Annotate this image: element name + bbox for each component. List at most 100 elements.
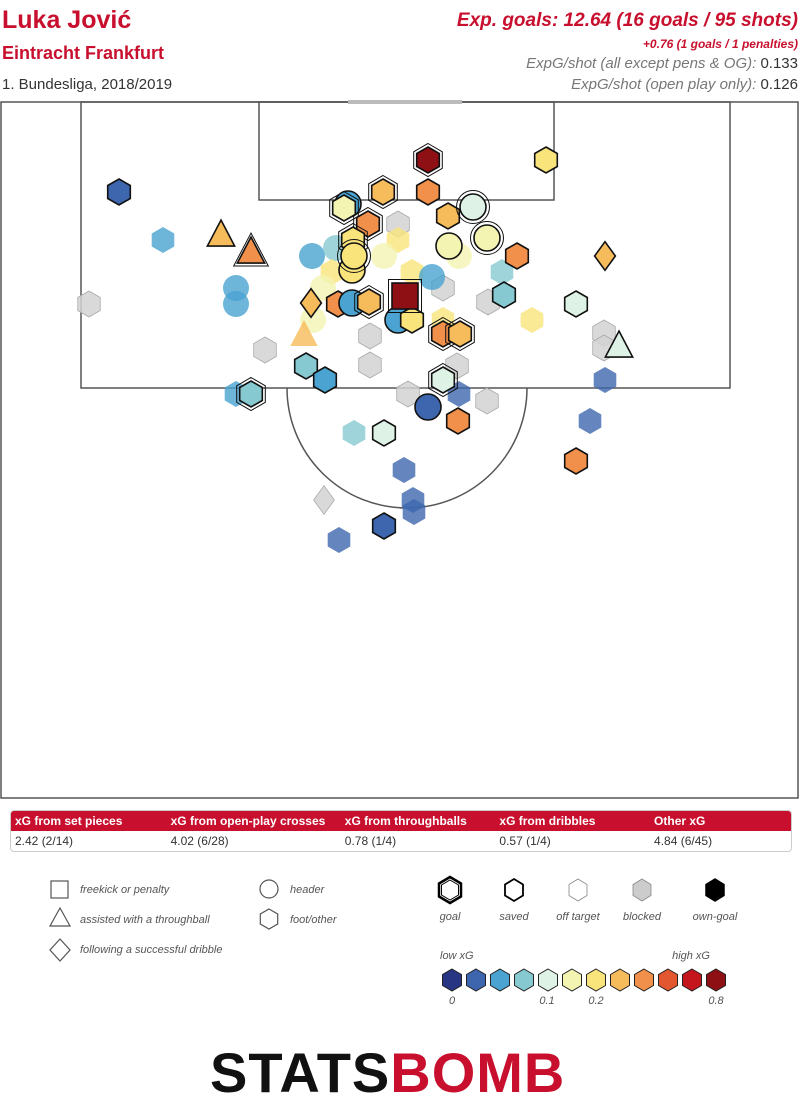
goal-ring (236, 376, 266, 412)
shot-marker (428, 362, 458, 398)
shot-marker-shape (563, 290, 589, 318)
legend-goal: goal (440, 911, 461, 923)
shot-marker (435, 202, 461, 230)
shot-marker-shape (459, 193, 487, 221)
shot-marker (327, 527, 351, 553)
shot-marker (358, 322, 382, 350)
legend-dribble: following a successful dribble (80, 944, 222, 956)
shot-marker-shape (392, 457, 416, 483)
player-name: Luka Jović (2, 6, 132, 34)
shot-marker (371, 512, 397, 540)
saved-outcome-icon (504, 877, 524, 903)
off-target-outcome-icon (568, 878, 588, 902)
legend-blocked: blocked (623, 911, 662, 923)
shots-layer (77, 142, 634, 553)
goal-ring (413, 142, 443, 178)
own-goal-outcome-icon (705, 878, 725, 902)
shot-marker-shape (504, 242, 530, 270)
shot-marker-shape (290, 320, 318, 347)
goal-ring (337, 239, 371, 273)
scale-swatch (586, 968, 606, 992)
shot-marker-shape (331, 194, 357, 222)
scale-swatch (514, 968, 534, 992)
xg-per-shot-open-value: 0.126 (760, 76, 798, 93)
goal-ring (368, 174, 398, 210)
shot-marker (413, 142, 443, 178)
shot-marker (475, 387, 499, 415)
shot-marker (533, 146, 559, 174)
shot-marker-shape (299, 243, 325, 269)
shot-marker (392, 457, 416, 483)
shot-marker-shape (106, 178, 132, 206)
shot-marker (151, 227, 175, 253)
shot-marker (299, 243, 325, 269)
shot-marker (456, 190, 490, 224)
xg-per-shot-all: ExpG/shot (all except pens & OG): 0.133 (526, 55, 798, 72)
diamond-icon (49, 938, 71, 962)
goal-ring (388, 279, 422, 313)
shot-marker-shape (358, 351, 382, 379)
value-dribbles: 0.57 (1/4) (499, 834, 551, 848)
xg-per-shot-all-value: 0.133 (760, 55, 798, 72)
shot-marker (206, 218, 236, 247)
shot-marker (312, 366, 338, 394)
shot-marker-shape (402, 499, 426, 525)
legend-low-xg: low xG (440, 950, 474, 962)
xg-breakdown-table: xG from set pieces xG from open-play cro… (10, 810, 792, 852)
shot-marker (578, 408, 602, 434)
shot-marker-shape (533, 146, 559, 174)
shot-marker (77, 290, 101, 318)
shot-marker (520, 307, 544, 333)
triangle-icon (48, 906, 72, 927)
shot-marker-shape (491, 281, 517, 309)
shot-marker (491, 281, 517, 309)
pitch-boundary (0, 101, 799, 799)
shot-marker (445, 407, 471, 435)
shot-marker-shape (396, 380, 420, 408)
legend-foot: foot/other (290, 914, 338, 926)
shot-marker (415, 178, 441, 206)
shot-marker-shape (391, 282, 419, 310)
shot-marker-shape (578, 408, 602, 434)
logo-stats: STATS (210, 1041, 391, 1104)
shot-marker-shape (445, 407, 471, 435)
shot-marker-shape (310, 275, 336, 301)
shot-marker-shape (293, 352, 319, 380)
shot-marker (337, 239, 371, 273)
shot-marker-shape (473, 224, 501, 252)
shot-marker (299, 287, 323, 319)
shot-marker (371, 243, 397, 269)
xg-per-shot-open-label: ExpG/shot (open play only): (571, 76, 757, 93)
shot-marker-shape (342, 420, 366, 446)
shot-marker (368, 174, 398, 210)
goal-ring (456, 190, 490, 224)
shot-marker (490, 259, 514, 285)
shot-marker-shape (399, 306, 425, 334)
legend-high-xg: high xG (672, 950, 710, 962)
shot-marker (371, 419, 397, 447)
legend-header: header (290, 884, 326, 896)
legend-freekick: freekick or penalty (80, 884, 171, 896)
shot-marker (593, 240, 617, 272)
scale-swatch (706, 968, 726, 992)
shot-marker-shape (312, 366, 338, 394)
blocked-outcome-icon (632, 878, 652, 902)
shot-marker-shape (415, 146, 441, 174)
scale-swatch (658, 968, 678, 992)
shot-marker (388, 279, 422, 313)
legend-shapes (48, 879, 279, 962)
shot-marker-shape (370, 178, 396, 206)
xg-total: Exp. goals: 12.64 (16 goals / 95 shots) (456, 10, 798, 31)
legend-outcomes (437, 875, 725, 905)
shot-marker (353, 206, 383, 242)
shot-marker-shape (299, 287, 323, 319)
shot-marker (313, 485, 335, 515)
header-throughballs: xG from throughballs (344, 814, 467, 828)
header-other: Other xG (654, 814, 706, 828)
shot-marker (253, 336, 277, 364)
shot-marker-shape (563, 447, 589, 475)
shot-marker (470, 221, 504, 255)
shot-marker-shape (358, 322, 382, 350)
logo-bomb: BOMB (390, 1041, 566, 1104)
shot-marker-shape (340, 242, 368, 270)
